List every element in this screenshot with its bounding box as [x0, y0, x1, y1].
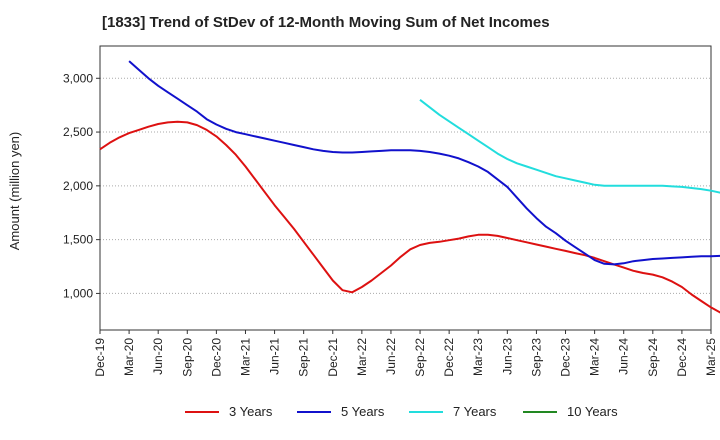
series-line-3-years [99, 120, 720, 314]
y-axis-label: Amount (million yen) [7, 132, 22, 251]
x-tick-label: Mar-24 [588, 338, 602, 376]
x-tick-label: Sep-20 [180, 338, 194, 377]
y-tick-label: 3,000 [63, 71, 93, 85]
x-tick-label: Mar-23 [471, 338, 485, 376]
line-chart: 1,000 1,500 2,000 2,500 3,000 Dec-19 Mar-20 Jun… [7, 45, 720, 377]
x-tick-label: Jun-24 [617, 338, 631, 375]
chart-title: [1833] Trend of StDev of 12-Month Moving… [102, 14, 550, 31]
x-tick-label: Dec-22 [442, 338, 456, 377]
legend-label: 3 Years [229, 404, 273, 419]
x-tick-label: Jun-22 [384, 338, 398, 375]
legend-item-3-years: 3 Years [185, 404, 272, 419]
series-lines [99, 60, 720, 314]
x-tick-label: Mar-25 [704, 338, 718, 376]
x-tick-label: Jun-20 [151, 338, 165, 375]
x-tick-label: Sep-24 [646, 338, 660, 377]
legend-item-7-years: 7 Years [409, 404, 496, 419]
y-tick-label: 2,000 [63, 179, 93, 193]
x-tick-label: Dec-23 [559, 338, 573, 377]
legend-swatch [185, 410, 219, 413]
x-tick-label: Dec-20 [209, 338, 223, 377]
x-tick-label: Dec-19 [93, 338, 107, 377]
x-tick-label: Jun-21 [268, 338, 282, 375]
x-tick-label: Mar-20 [122, 338, 136, 376]
x-tick-label: Sep-23 [529, 338, 543, 377]
legend-label: 5 Years [341, 404, 385, 419]
legend-label: 10 Years [567, 404, 618, 419]
legend-item-10-years: 10 Years [523, 404, 618, 419]
series-line-7-years [419, 99, 720, 194]
series-line-5-years [128, 60, 720, 266]
x-tick-label: Dec-21 [326, 338, 340, 377]
legend-swatch [409, 410, 443, 413]
x-tick-label: Sep-21 [297, 338, 311, 377]
legend-label: 7 Years [453, 404, 497, 419]
x-tick-label: Jun-23 [500, 338, 514, 375]
legend-item-5-years: 5 Years [297, 404, 384, 419]
y-tick-label: 1,500 [63, 233, 93, 247]
x-tick-label: Mar-21 [238, 338, 252, 376]
legend-swatch [523, 410, 557, 413]
x-tick-label: Mar-22 [355, 338, 369, 376]
plot-frame [99, 45, 712, 331]
chart-axes: 1,000 1,500 2,000 2,500 3,000 Dec-19 Mar-20 Jun… [63, 45, 718, 377]
y-tick-label: 1,000 [63, 286, 93, 300]
chart-legend: 3 Years 5 Years 7 Years 10 Years [0, 404, 720, 426]
legend-swatch [297, 410, 331, 413]
x-tick-label: Dec-24 [675, 338, 689, 377]
x-tick-label: Sep-22 [413, 338, 427, 377]
y-tick-label: 2,500 [63, 125, 93, 139]
